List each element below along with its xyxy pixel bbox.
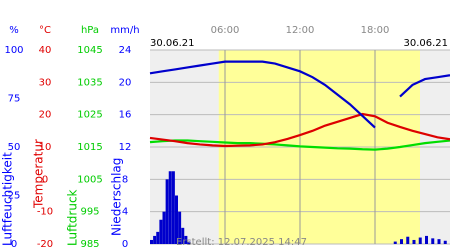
precip-bar [187, 241, 191, 244]
y-tick-label: -10 [37, 207, 53, 218]
y-tick-label: 24 [119, 45, 132, 56]
date-left: 30.06.21 [150, 38, 195, 49]
series-line [149, 139, 450, 151]
precip-bar [178, 211, 182, 244]
precip-bar [184, 235, 188, 244]
y-tick-label: 16 [119, 110, 132, 121]
y-tick-label: 8 [122, 174, 128, 185]
precip-bar [412, 239, 416, 244]
precip-bar [431, 238, 435, 244]
y-tick-label: 0 [42, 174, 48, 185]
y-tick-label: 30 [39, 77, 52, 88]
y-tick-label: 12 [119, 142, 132, 153]
y-tick-label: 1035 [77, 77, 102, 88]
precip-bar [156, 231, 160, 244]
y-tick-label: 1015 [77, 142, 102, 153]
y-tick-label: 100 [4, 45, 23, 56]
series-line [149, 60, 376, 129]
precip-bar [443, 240, 447, 244]
x-tick-label: 12:00 [286, 25, 315, 36]
x-tick-label: 18:00 [361, 25, 390, 36]
precip-bar [400, 239, 403, 244]
precip-bar [159, 219, 163, 244]
axis-title: Luftdruck [66, 189, 80, 246]
y-tick-label: -20 [37, 239, 53, 250]
axis-unit: mm/h [110, 25, 139, 36]
y-tick-label: 75 [8, 94, 21, 105]
y-tick-label: 20 [39, 110, 52, 121]
y-tick-label: 0 [122, 239, 128, 250]
axis-unit: % [9, 25, 19, 36]
axis-unit: °C [39, 25, 51, 36]
y-tick-label: 1045 [77, 45, 102, 56]
axis-title: Niederschlag [110, 158, 124, 236]
y-tick-label: 1025 [77, 110, 102, 121]
precip-bar [168, 171, 172, 244]
precip-bar [165, 179, 169, 244]
y-tick-label: 20 [119, 77, 132, 88]
precip-bar [175, 195, 178, 244]
precip-bar [406, 236, 410, 244]
y-tick-label: 10 [39, 142, 52, 153]
precip-bar [437, 239, 441, 244]
series-line [399, 74, 450, 98]
axis-title: Luftfeuchtigkeit [1, 152, 15, 246]
y-tick-label: 4 [122, 207, 128, 218]
precip-bar [393, 241, 397, 244]
y-tick-label: 0 [11, 239, 17, 250]
precip-bar [425, 235, 428, 244]
y-tick-label: 1005 [77, 174, 102, 185]
precip-bar [150, 239, 153, 244]
axis-unit: hPa [81, 25, 99, 36]
precip-bar [153, 235, 157, 244]
precip-bar [181, 227, 185, 244]
y-tick-label: 985 [80, 239, 99, 250]
x-tick-label: 06:00 [211, 25, 240, 36]
precip-bar [418, 237, 422, 244]
precip-bar [171, 171, 175, 244]
footer: Erstellt: 12.07.2025 14:47 [176, 237, 307, 248]
y-tick-label: 995 [80, 207, 99, 218]
y-tick-label: 40 [39, 45, 52, 56]
y-tick-label: 50 [8, 142, 21, 153]
series-line [149, 112, 450, 148]
precip-bar [162, 211, 166, 244]
y-tick-label: 25 [8, 191, 21, 202]
date-right: 30.06.21 [403, 38, 448, 49]
axis-title: Temperatur [32, 139, 46, 209]
